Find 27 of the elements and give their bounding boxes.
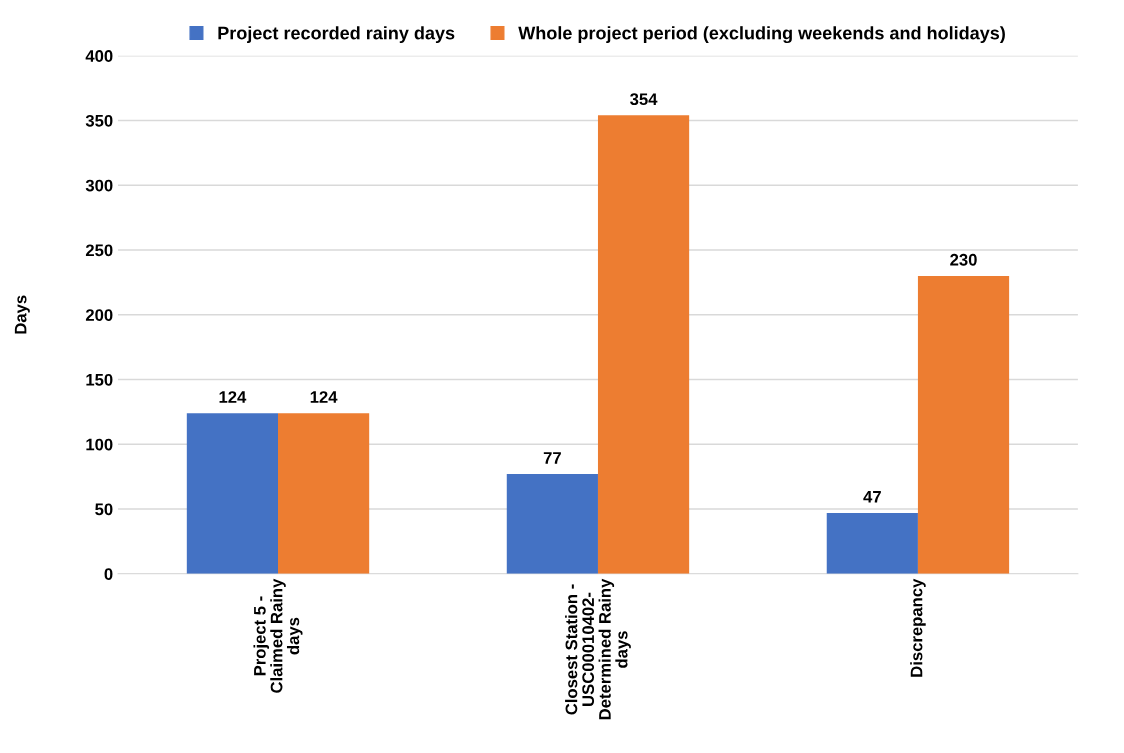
data-label: 354 [630, 93, 658, 106]
legend-label: Whole project period (excluding weekends and holidays) [518, 26, 1005, 44]
y-tick-label: 200 [85, 309, 113, 321]
bar [506, 474, 598, 574]
x-tick-label: Discrepancy [910, 578, 926, 677]
data-label: 124 [310, 391, 338, 403]
y-tick-label: 300 [85, 179, 113, 192]
y-tick-label: 50 [95, 503, 113, 516]
bar [826, 512, 918, 574]
y-tick-label: 250 [85, 244, 113, 257]
y-tick-label: 0 [104, 568, 113, 580]
y-tick-label: 100 [86, 438, 113, 451]
bar [278, 413, 370, 574]
data-label: 230 [950, 253, 977, 266]
x-tick-label: Closest Station - USC00010402- Determined Rainy days [565, 578, 631, 720]
y-axis-title: Days [14, 295, 30, 334]
y-tick-label: 400 [85, 50, 113, 62]
y-tick-label: 150 [86, 373, 113, 386]
data-label: 47 [863, 491, 881, 503]
bar [917, 275, 1010, 574]
legend-label: Project recorded rainy days [218, 26, 455, 43]
y-tick-label: 350 [85, 114, 113, 127]
x-tick-label: Project 5 - Claimed Rainy days [253, 578, 303, 693]
bar [186, 413, 278, 574]
bar [597, 115, 690, 574]
data-label: 124 [219, 391, 247, 403]
data-label: 77 [543, 452, 561, 464]
